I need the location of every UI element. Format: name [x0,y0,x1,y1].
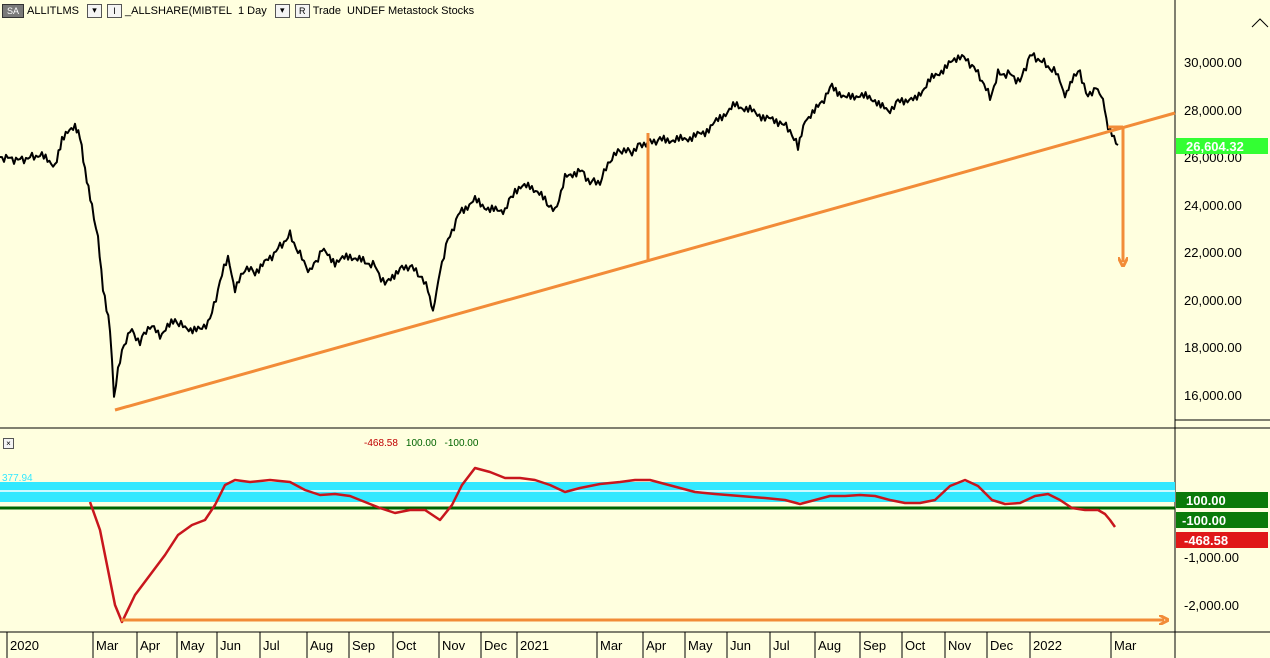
chevron-down-icon[interactable]: ▾ [86,3,102,18]
source-menu[interactable]: SA [2,3,25,18]
time-axis-label: 2020 [10,638,39,653]
comparison-symbol: _ALLSHARE(MIBTEL [124,4,232,17]
y-tick: 16,000.00 [1184,388,1242,403]
y-tick: 22,000.00 [1184,245,1242,260]
time-axis-label: 2022 [1033,638,1062,653]
time-axis-label: Jul [773,638,790,653]
time-axis-label: May [180,638,205,653]
chevron-up-icon[interactable] [1251,18,1269,28]
indicator-y-tick: -2,000.00 [1184,598,1239,613]
time-axis-label: Sep [352,638,375,653]
support-trendline[interactable] [114,111,1176,412]
time-axis-label: Dec [990,638,1014,653]
y-tick: 28,000.00 [1184,103,1242,118]
indicator-value: -468.58 [364,438,398,449]
y-tick: 30,000.00 [1184,55,1242,70]
time-axis-label: Mar [1114,638,1137,653]
time-axis-label: Jul [263,638,280,653]
time-axis: 2020 Mar Apr May Jun Jul Aug Sep Oct Nov Dec 2021 Ma… [6,632,1137,658]
time-axis-label: Mar [96,638,119,653]
tags-label: UNDEF Metastock Stocks [347,4,475,17]
mode-menu[interactable]: R [294,3,310,18]
y-tick: 18,000.00 [1184,340,1242,355]
time-axis-label: Jun [730,638,751,653]
time-axis-label: Sep [863,638,886,653]
indicator-band [0,482,1175,502]
price-series [0,52,1119,398]
level-badge-lower-text: -100.00 [1182,513,1226,528]
chevron-down-icon[interactable]: ▾ [274,3,290,18]
level-badge-upper-text: 100.00 [1186,493,1226,508]
interval-label[interactable]: 1 Day [237,4,267,17]
indicator-left-label: 377.94 [2,473,33,484]
level-badge-lower [1176,512,1268,528]
close-icon[interactable]: × [3,438,14,449]
time-axis-label: Aug [310,638,333,653]
indicator-header: × -468.58 100.00 -100.00 [3,437,486,450]
last-price-badge [1176,138,1268,154]
indicator-lower-level: -100.00 [444,438,479,449]
time-axis-label: Aug [818,638,841,653]
time-axis-label: 2021 [520,638,549,653]
time-axis-label: Apr [140,638,161,653]
oscillator-series [88,466,1117,624]
time-axis-label: Nov [948,638,972,653]
mode-label: Trade [312,4,342,17]
indicator-value-badge-text: -468.58 [1184,533,1228,548]
time-axis-label: Mar [600,638,623,653]
y-tick: 20,000.00 [1184,293,1242,308]
symbol-label[interactable]: ALLITLMS [27,4,79,17]
time-axis-label: Dec [484,638,508,653]
time-axis-label: May [688,638,713,653]
chart-toolbar: SA ALLITLMS ▾ I _ALLSHARE(MIBTEL 1 Day ▾… [0,2,480,19]
time-axis-label: Apr [646,638,667,653]
indicator-y-tick: -1,000.00 [1184,550,1239,565]
last-price-value: 26,604.32 [1186,139,1244,154]
time-axis-label: Oct [396,638,417,653]
level-badge-upper [1176,492,1268,508]
time-axis-label: Oct [905,638,926,653]
indicator-upper-level: 100.00 [405,438,437,449]
time-axis-label: Jun [220,638,241,653]
time-axis-label: Nov [442,638,466,653]
indicator-value-badge [1176,532,1268,548]
y-tick: 24,000.00 [1184,198,1242,213]
indicator-menu[interactable]: I [106,3,122,18]
